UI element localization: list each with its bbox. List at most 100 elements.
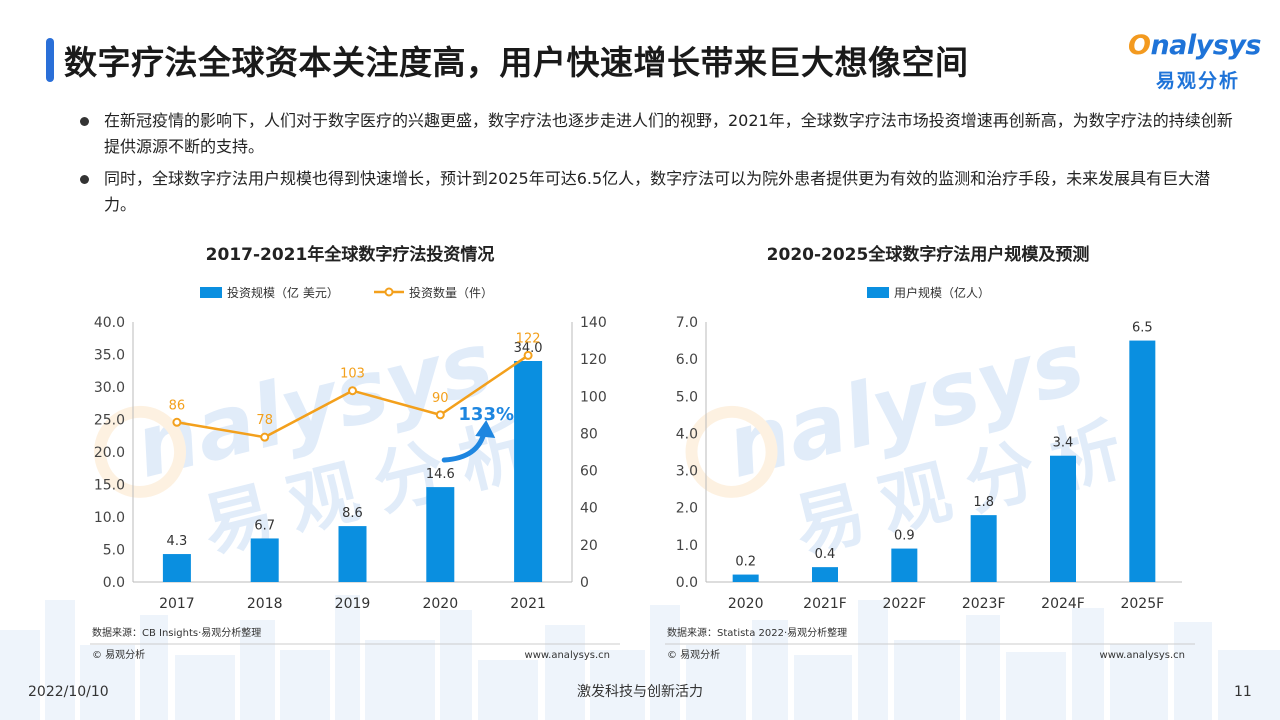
x-tick-label: 2023F (962, 596, 1006, 612)
x-tick-label: 2025F (1120, 596, 1164, 612)
bar-value-label: 3.4 (1053, 436, 1074, 451)
y-tick-label-right: 0 (580, 575, 589, 591)
line-value-label: 103 (340, 367, 365, 382)
bar-value-label: 34.0 (514, 341, 543, 356)
growth-arrow-head-icon (475, 420, 496, 438)
y-tick-label-left: 2.0 (676, 501, 698, 517)
bar (1050, 455, 1076, 582)
bullet-list: 在新冠疫情的影响下，人们对于数字医疗的兴趣更盛，数字疗法也逐步走进人们的视野，2… (76, 108, 1236, 224)
y-tick-label-left: 1.0 (676, 538, 698, 554)
bar-value-label: 14.6 (426, 467, 455, 482)
bar (1129, 340, 1156, 582)
y-tick-label-left: 0.0 (676, 575, 698, 591)
y-tick-label-right: 100 (580, 389, 607, 405)
y-tick-label-left: 7.0 (676, 315, 698, 331)
company-logo: Onalysys 易观分析 (1128, 30, 1261, 92)
y-tick-label-left: 15.0 (94, 478, 125, 494)
bar-value-label: 0.9 (894, 529, 915, 544)
line-point (523, 350, 533, 360)
title-accent-bar (46, 38, 54, 82)
line-point (172, 417, 182, 427)
line-value-label: 122 (516, 331, 541, 346)
bullet-text: 同时，全球数字疗法用户规模也得到快速增长，预计到2025年可达6.5亿人，数字疗… (104, 169, 1211, 214)
y-tick-label-right: 120 (580, 352, 607, 368)
line-value-label: 90 (432, 391, 449, 406)
y-tick-label-left: 5.0 (103, 543, 125, 559)
line-point (435, 410, 445, 420)
line-value-label: 78 (256, 413, 273, 428)
x-tick-label: 2021 (510, 596, 546, 612)
x-tick-label: 2024F (1041, 596, 1085, 612)
y-tick-label-right: 80 (580, 426, 598, 442)
y-tick-label-left: 0.0 (103, 575, 125, 591)
copyright-text: © 易观分析 (92, 648, 145, 661)
bar-value-label: 0.2 (735, 555, 756, 570)
bar (891, 548, 918, 582)
y-tick-label-left: 30.0 (94, 380, 125, 396)
x-tick-label: 2018 (247, 596, 283, 612)
bar-value-label: 0.4 (815, 547, 836, 562)
legend-swatch-bar (867, 287, 889, 298)
y-tick-label-right: 20 (580, 538, 598, 554)
legend-label: 投资数量（件） (409, 285, 493, 300)
logo-chinese: 易观分析 (1156, 70, 1241, 92)
website-url: www.analysys.cn (1100, 650, 1185, 661)
bullet-item: 同时，全球数字疗法用户规模也得到快速增长，预计到2025年可达6.5亿人，数字疗… (76, 166, 1236, 218)
y-tick-label-left: 35.0 (94, 348, 125, 364)
chart-investment: nalysys 易观分析 2017-2021年全球数字疗法投资情况投资规模（亿 美元… (80, 236, 640, 666)
chart-title: 2017-2021年全球数字疗法投资情况 (206, 244, 495, 265)
copyright-text: © 易观分析 (667, 648, 720, 661)
skyline-background (0, 595, 1280, 720)
bar-value-label: 1.8 (973, 495, 994, 510)
bar-value-label: 4.3 (167, 534, 188, 549)
y-tick-label-left: 5.0 (676, 389, 698, 405)
y-tick-label-right: 140 (580, 315, 607, 331)
bar (250, 538, 279, 582)
y-tick-label-left: 3.0 (676, 464, 698, 480)
y-tick-label-right: 40 (580, 501, 598, 517)
bar-value-label: 8.6 (342, 506, 363, 521)
y-tick-label-left: 10.0 (94, 510, 125, 526)
y-tick-label-left: 4.0 (676, 426, 698, 442)
data-source: 数据来源：CB Insights·易观分析整理 (92, 626, 261, 639)
bar (732, 574, 759, 582)
line-value-label: 86 (169, 398, 186, 413)
bar-value-label: 6.5 (1132, 321, 1153, 336)
chart-users: nalysys 易观分析 2020-2025全球数字疗法用户规模及预测用户规模（亿人… (655, 236, 1215, 666)
bullet-text: 在新冠疫情的影响下，人们对于数字医疗的兴趣更盛，数字疗法也逐步走进人们的视野，2… (104, 111, 1233, 156)
footer-date: 2022/10/10 (28, 684, 109, 700)
y-tick-label-left: 40.0 (94, 315, 125, 331)
data-source: 数据来源：Statista 2022·易观分析整理 (667, 626, 847, 639)
chart-title: 2020-2025全球数字疗法用户规模及预测 (767, 244, 1090, 265)
bar (514, 361, 543, 582)
x-tick-label: 2021F (803, 596, 847, 612)
bullet-item: 在新冠疫情的影响下，人们对于数字医疗的兴趣更盛，数字疗法也逐步走进人们的视野，2… (76, 108, 1236, 160)
legend-item: 投资规模（亿 美元） (200, 285, 339, 300)
y-tick-label-left: 6.0 (676, 352, 698, 368)
line-point (260, 432, 270, 442)
legend-item: 用户规模（亿人） (867, 285, 990, 300)
x-tick-label: 2017 (159, 596, 195, 612)
legend-label: 用户规模（亿人） (894, 285, 990, 300)
x-tick-label: 2020 (728, 596, 764, 612)
y-tick-label-right: 60 (580, 464, 598, 480)
bar-value-label: 6.7 (254, 518, 275, 533)
page-title: 数字疗法全球资本关注度高，用户快速增长带来巨大想像空间 (64, 43, 969, 82)
x-tick-label: 2020 (422, 596, 458, 612)
bar (338, 526, 367, 582)
legend-label: 投资规模（亿 美元） (227, 285, 339, 300)
watermark-ring (685, 405, 778, 498)
page-number: 11 (1234, 684, 1252, 700)
x-tick-label: 2019 (335, 596, 371, 612)
watermark-ring (94, 405, 187, 498)
legend-swatch-bar (200, 287, 222, 298)
growth-annotation: 133% (458, 404, 514, 425)
y-tick-label-left: 20.0 (94, 445, 125, 461)
website-url: www.analysys.cn (525, 650, 610, 661)
bar (162, 554, 191, 582)
bar (812, 567, 838, 582)
